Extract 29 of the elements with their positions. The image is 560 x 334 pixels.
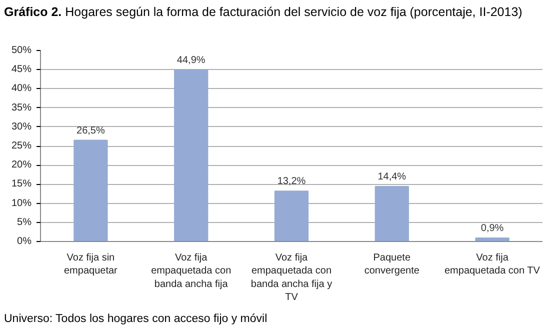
bar bbox=[274, 190, 309, 242]
bar bbox=[374, 186, 409, 242]
y-tick-label: 50% bbox=[11, 45, 32, 56]
chart-subtitle: Hogares según la forma de facturación del servicio de voz fija (porcentaje, II-2013) bbox=[65, 5, 522, 19]
data-label: 44,9% bbox=[176, 54, 206, 66]
y-tick-label: 30% bbox=[11, 121, 32, 132]
data-label: 13,2% bbox=[277, 176, 306, 188]
x-tick-label: Voz fija empaquetada con banda ancha fija bbox=[151, 252, 232, 290]
y-tick-label: 15% bbox=[11, 178, 32, 190]
y-tick-label: 40% bbox=[11, 83, 32, 94]
y-tick-label: 35% bbox=[11, 102, 32, 114]
x-tick-label: Voz fija empaquetada con TV bbox=[444, 252, 540, 277]
text: Universo: Todos los hogares con acceso fijo y móvil bbox=[4, 312, 268, 327]
y-tick-label: 45% bbox=[11, 64, 32, 76]
x-tick-label: Voz fija sin empaquetar bbox=[64, 252, 118, 277]
data-label: 26,5% bbox=[76, 125, 105, 136]
y-tick-label: 0% bbox=[17, 236, 32, 247]
bar bbox=[174, 69, 208, 242]
y-tick-label: 25% bbox=[11, 140, 32, 152]
bar bbox=[74, 140, 108, 242]
data-label: 14,4% bbox=[378, 171, 406, 182]
x-tick-label: Paquete convergente bbox=[364, 252, 420, 277]
chart-title: Gráfico 2. bbox=[4, 5, 62, 19]
y-tick-label: 10% bbox=[11, 198, 32, 209]
y-tick-label: 20% bbox=[11, 160, 32, 171]
y-tick-label: 5% bbox=[17, 216, 32, 228]
bar bbox=[475, 238, 510, 242]
data-label: 0,9% bbox=[480, 223, 504, 234]
x-tick-label: Voz fija empaquetada con banda ancha fija y TV bbox=[250, 252, 332, 304]
